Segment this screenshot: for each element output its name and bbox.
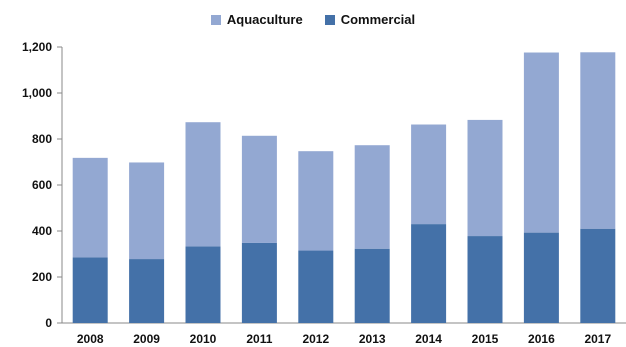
x-tick-label: 2014: [415, 332, 442, 346]
bar-commercial-2009: [129, 259, 165, 323]
bar-aquaculture-2017: [580, 52, 616, 229]
x-tick-label: 2011: [246, 332, 272, 346]
y-tick-label: 200: [32, 270, 52, 284]
y-tick-label: 0: [45, 316, 52, 330]
bar-commercial-2008: [72, 257, 108, 323]
legend-swatch-aquaculture: [210, 14, 221, 25]
x-tick-label: 2015: [472, 332, 499, 346]
legend-label-commercial: Commercial: [340, 12, 416, 27]
x-axis-labels: 2008 2009 2010 2011 2012 2013 2014 2015 2016 2017: [77, 332, 612, 346]
bar-commercial-2010: [185, 246, 221, 323]
legend-item-commercial: Commercial: [324, 12, 416, 27]
x-tick-label: 2009: [133, 332, 160, 346]
bar-aquaculture-2014: [411, 124, 447, 225]
chart-legend: Aquaculture Commercial: [0, 12, 626, 27]
x-tick-label: 2010: [190, 332, 217, 346]
bar-commercial-2017: [580, 228, 616, 323]
x-tick-label: 2017: [584, 332, 611, 346]
bar-commercial-2012: [298, 250, 334, 323]
bar-commercial-2016: [523, 232, 559, 323]
legend-label-aquaculture: Aquaculture: [226, 12, 303, 27]
x-tick-label: 2013: [359, 332, 386, 346]
x-tick-label: 2016: [528, 332, 555, 346]
y-tick-label: 600: [32, 178, 52, 192]
bar-aquaculture-2016: [523, 52, 559, 233]
bar-aquaculture-2013: [354, 145, 390, 249]
x-tick-label: 2012: [302, 332, 329, 346]
legend-item-aquaculture: Aquaculture: [210, 12, 303, 27]
y-tick-label: 400: [32, 224, 52, 238]
bar-aquaculture-2011: [241, 135, 277, 243]
bar-aquaculture-2015: [467, 119, 503, 237]
bar-commercial-2011: [241, 242, 277, 323]
bar-commercial-2015: [467, 236, 503, 323]
chart-bars: [72, 52, 616, 323]
legend-swatch-commercial: [324, 14, 335, 25]
bar-commercial-2014: [411, 224, 447, 323]
bar-aquaculture-2008: [72, 157, 108, 258]
y-tick-label: 1,000: [22, 86, 52, 100]
y-tick-label: 1,200: [22, 40, 52, 54]
y-axis-labels: 0 200 400 600 800 1,000 1,200: [22, 40, 52, 330]
bar-aquaculture-2010: [185, 122, 221, 247]
bar-aquaculture-2012: [298, 151, 334, 251]
x-tick-label: 2008: [77, 332, 104, 346]
bar-commercial-2013: [354, 248, 390, 323]
bar-aquaculture-2009: [129, 162, 165, 260]
y-tick-label: 800: [32, 132, 52, 146]
